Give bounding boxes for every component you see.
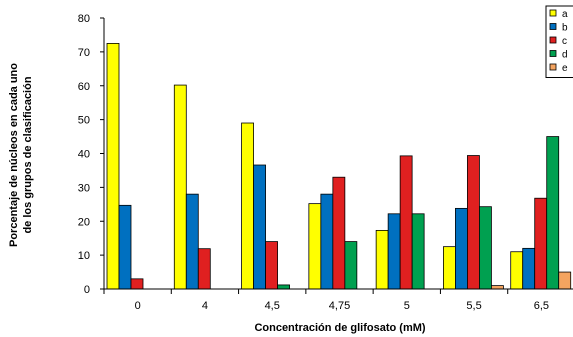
y-tick-label: 60	[78, 81, 90, 93]
bar-b-5	[455, 207, 468, 290]
bar-c-1	[197, 248, 211, 290]
legend-swatch-a	[549, 9, 557, 17]
x-tick-label: 6,5	[534, 300, 549, 312]
legend-label-a: a	[562, 9, 568, 20]
x-tick-label: 5	[404, 300, 410, 312]
x-tick-label: 4	[202, 300, 208, 312]
bar-a-4	[375, 229, 389, 290]
legend-swatch-e	[549, 63, 557, 71]
bar-a-3	[308, 203, 322, 290]
bar-c-2	[265, 241, 278, 290]
bar-b-1	[185, 193, 199, 290]
legend-swatch-c	[549, 36, 557, 44]
bar-b-2	[253, 164, 266, 290]
bar-d-3	[344, 241, 358, 290]
bar-e-6	[558, 271, 572, 290]
bar-c-0	[130, 278, 144, 290]
y-tick-label: 50	[78, 115, 90, 127]
axes	[103, 18, 573, 290]
y-tick-label: 80	[78, 13, 90, 25]
bar-a-5	[443, 246, 456, 290]
y-tick-label: 10	[78, 250, 90, 262]
y-axis-title-line-2: de los grupos de clasificación	[22, 76, 34, 233]
bar-a-2	[241, 122, 254, 290]
bar-d-6	[546, 136, 560, 290]
bar-c-3	[332, 176, 346, 290]
bar-b-6	[522, 247, 536, 290]
x-axis-ticks: 0 4 4,5 4,75 5 5,5 6,5	[103, 289, 549, 312]
y-axis-ticks: 0 10 20 30 40 50 60 70 80	[78, 13, 104, 296]
bar-a-1	[173, 84, 187, 290]
bar-a-6	[510, 251, 524, 290]
x-tick-label: 0	[135, 300, 141, 312]
bar-c-4	[399, 155, 413, 290]
x-tick-label: 5,5	[466, 300, 481, 312]
legend-swatch-d	[549, 50, 557, 57]
legend-label-c: c	[562, 36, 567, 47]
x-tick-label: 4,5	[265, 300, 280, 312]
bar-c-5	[467, 155, 480, 290]
legend-label-e: e	[562, 63, 568, 74]
y-tick-label: 70	[78, 47, 90, 59]
y-axis-title: Porcentaje de núcleos en cada uno de los…	[8, 63, 34, 247]
y-axis-title-line-1: Porcentaje de núcleos en cada uno	[8, 63, 20, 247]
bar-d-2	[277, 284, 290, 290]
legend-swatch-b	[549, 23, 557, 30]
y-tick-label: 40	[78, 149, 90, 161]
y-tick-label: 0	[84, 284, 90, 296]
legend-label-d: d	[562, 50, 568, 61]
bar-c-6	[534, 197, 548, 290]
y-tick-label: 30	[78, 182, 90, 194]
bar-d-5	[479, 206, 492, 290]
x-axis-title: Concentración de glifosato (mM)	[254, 322, 425, 334]
bar-b-3	[320, 193, 334, 290]
bar-d-4	[411, 213, 425, 290]
x-tick-label: 4,75	[329, 300, 350, 312]
bars	[106, 43, 572, 290]
legend-label-b: b	[562, 23, 568, 34]
y-tick-label: 20	[78, 216, 90, 228]
bar-b-4	[387, 213, 401, 290]
bar-a-0	[106, 43, 120, 290]
bar-e-5	[491, 285, 504, 290]
bar-b-0	[118, 204, 132, 290]
